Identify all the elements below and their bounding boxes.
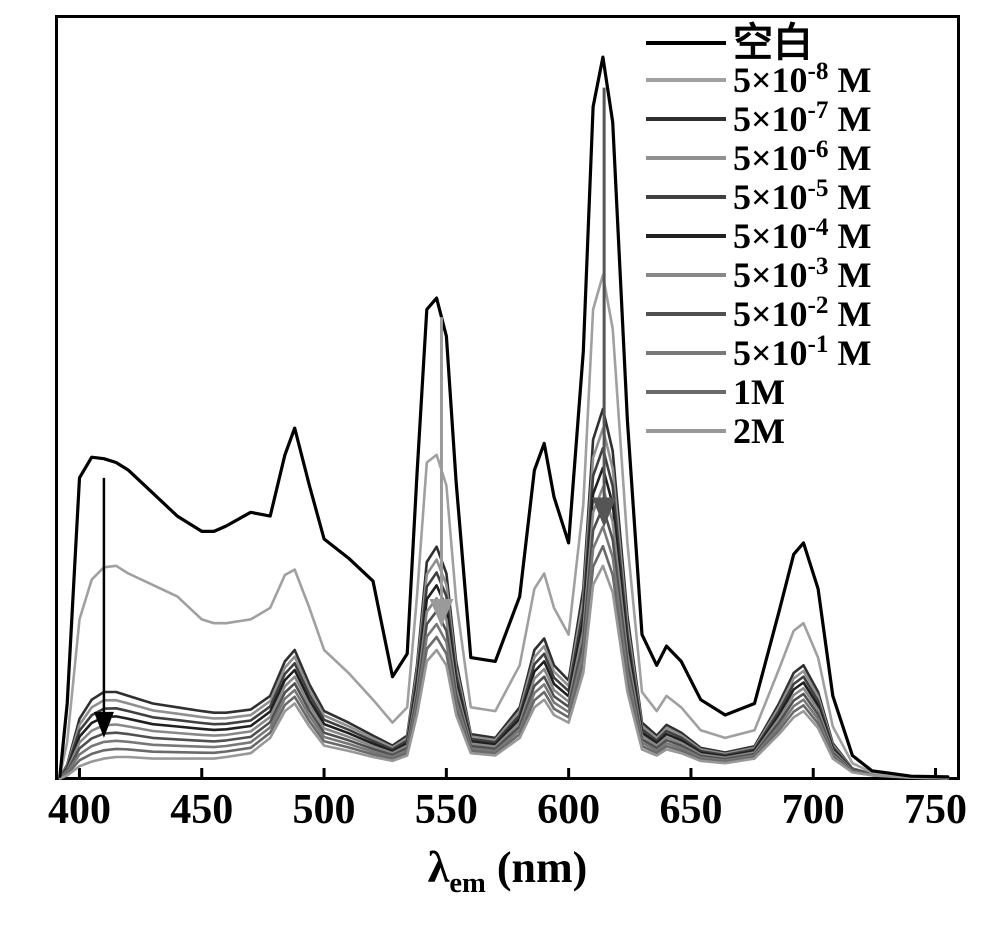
legend-label-5e-1: 5×10-1 M — [733, 335, 871, 371]
page-root: 400450500550600650700750λem (nm) 空白5×10-… — [0, 0, 1000, 938]
legend-swatch-5e-4 — [646, 234, 726, 238]
x-tick-750: 750 — [904, 786, 967, 834]
x-axis-label: λem (nm) — [428, 842, 588, 900]
x-tick-400: 400 — [48, 786, 111, 834]
legend-item-1M: 1M — [646, 374, 785, 410]
legend-item-5e-6: 5×10-6 M — [646, 140, 871, 176]
legend-item-5e-4: 5×10-4 M — [646, 218, 871, 254]
legend-item-2M: 2M — [646, 413, 785, 449]
legend-swatch-5e-5 — [646, 195, 726, 199]
legend-label-5e-8: 5×10-8 M — [733, 62, 871, 98]
x-tick-600: 600 — [537, 786, 600, 834]
legend-label-1M: 1M — [733, 374, 785, 410]
x-tick-550: 550 — [415, 786, 478, 834]
legend-label-5e-2: 5×10-2 M — [733, 296, 871, 332]
legend-label-5e-3: 5×10-3 M — [733, 257, 871, 293]
legend-item-5e-7: 5×10-7 M — [646, 101, 871, 137]
legend-item-5e-2: 5×10-2 M — [646, 296, 871, 332]
legend-item-5e-3: 5×10-3 M — [646, 257, 871, 293]
x-tick-450: 450 — [170, 786, 233, 834]
legend-label-5e-5: 5×10-5 M — [733, 179, 871, 215]
legend-swatch-5e-7 — [646, 117, 726, 121]
legend-item-5e-1: 5×10-1 M — [646, 335, 871, 371]
legend-label-5e-7: 5×10-7 M — [733, 101, 871, 137]
x-tick-700: 700 — [782, 786, 845, 834]
legend-swatch-5e-3 — [646, 273, 726, 277]
legend-item-5e-5: 5×10-5 M — [646, 179, 871, 215]
legend-item-5e-8: 5×10-8 M — [646, 62, 871, 98]
legend-label-5e-4: 5×10-4 M — [733, 218, 871, 254]
legend-label-5e-6: 5×10-6 M — [733, 140, 871, 176]
x-tick-500: 500 — [293, 786, 356, 834]
legend-swatch-blank — [646, 41, 726, 45]
legend-label-blank: 空白 — [733, 23, 813, 63]
legend-swatch-5e-1 — [646, 351, 726, 355]
legend-swatch-5e-6 — [646, 156, 726, 160]
x-tick-650: 650 — [659, 786, 722, 834]
legend-swatch-2M — [646, 429, 726, 433]
legend-label-2M: 2M — [733, 413, 785, 449]
legend-swatch-5e-8 — [646, 78, 726, 82]
legend-swatch-5e-2 — [646, 312, 726, 316]
legend-swatch-1M — [646, 390, 726, 394]
legend-item-blank: 空白 — [646, 23, 813, 63]
